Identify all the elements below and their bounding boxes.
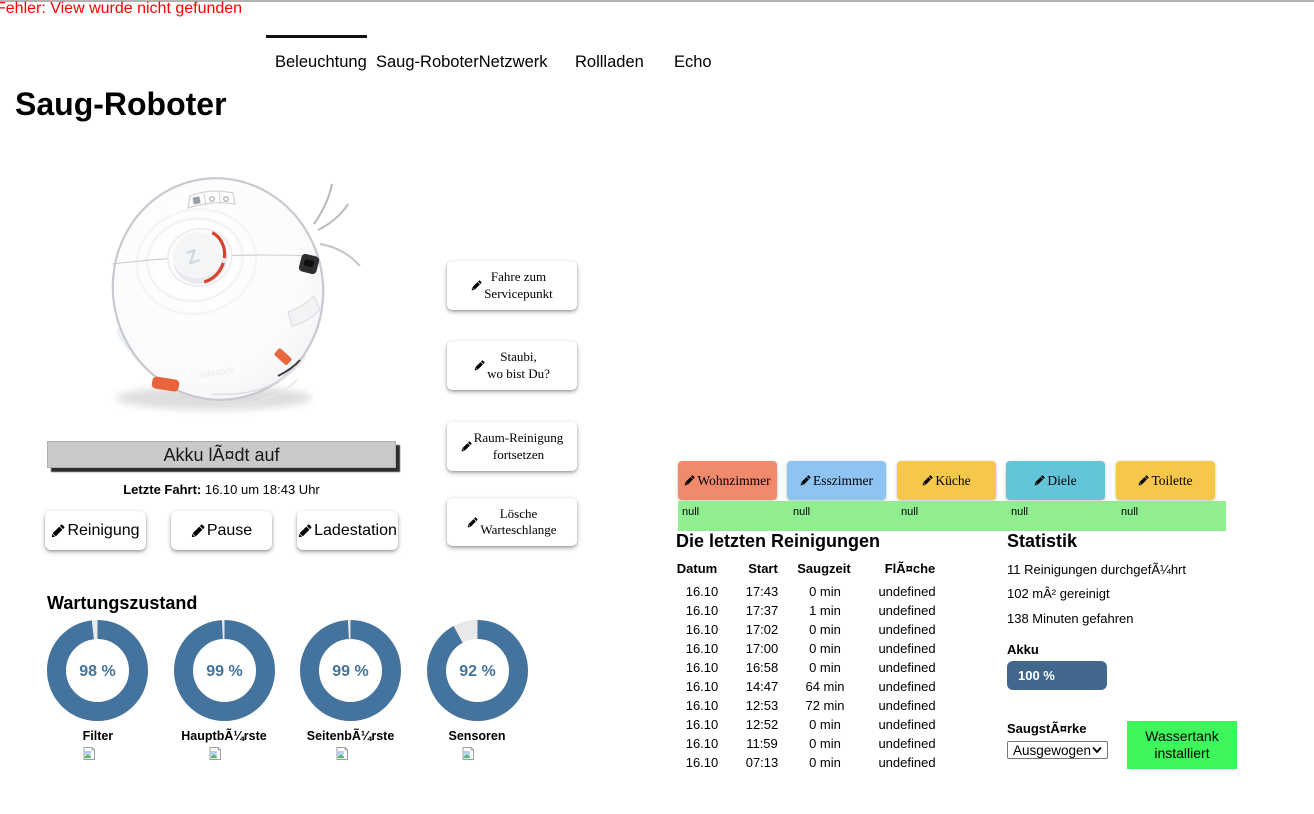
svg-text:99 %: 99 % [332,663,368,680]
svg-text:98 %: 98 % [80,663,116,680]
svg-text:92 %: 92 % [459,663,495,680]
svg-text:99 %: 99 % [206,663,242,680]
